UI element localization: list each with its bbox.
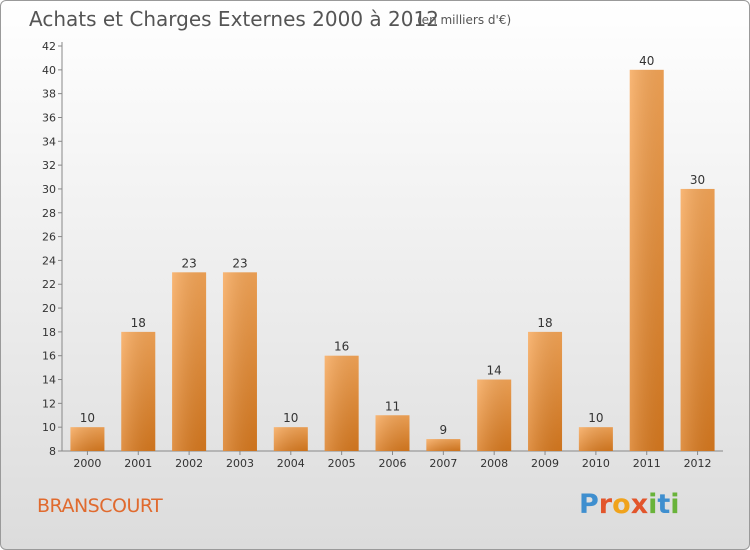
y-tick-label: 36 xyxy=(42,111,56,124)
bar-shade-2001 xyxy=(121,331,156,451)
y-tick-label: 38 xyxy=(42,88,56,101)
y-tick-label: 16 xyxy=(42,350,56,363)
logo-letter: o xyxy=(612,489,631,520)
bar-shade-2004 xyxy=(273,427,308,451)
x-tick-label-2005: 2005 xyxy=(328,457,356,470)
bar-shade-2010 xyxy=(578,427,613,451)
x-tick-label-2012: 2012 xyxy=(684,457,712,470)
y-tick-label: 28 xyxy=(42,207,56,220)
value-label-2012: 30 xyxy=(690,173,705,187)
bar-shade-2012 xyxy=(680,188,715,452)
x-tick-label-2007: 2007 xyxy=(429,457,457,470)
value-label-2011: 40 xyxy=(639,54,654,68)
x-tick-label-2001: 2001 xyxy=(124,457,152,470)
y-tick-label: 34 xyxy=(42,135,56,148)
y-tick-label: 32 xyxy=(42,159,56,172)
bar-shade-2009 xyxy=(528,331,563,451)
y-tick-label: 8 xyxy=(49,445,56,458)
y-tick-label: 10 xyxy=(42,421,56,434)
logo-letter: i xyxy=(648,489,658,520)
y-tick-label: 26 xyxy=(42,231,56,244)
x-tick-label-2003: 2003 xyxy=(226,457,254,470)
bars-layer xyxy=(70,69,715,452)
y-tick-label: 18 xyxy=(42,326,56,339)
y-tick-label: 24 xyxy=(42,254,56,267)
proxiti-logo[interactable]: Proxiti xyxy=(579,489,680,520)
logo-letter: t xyxy=(657,489,671,520)
value-label-2009: 18 xyxy=(537,316,552,330)
x-tick-label-2009: 2009 xyxy=(531,457,559,470)
bar-shade-2002 xyxy=(172,272,207,451)
bar-shade-2005 xyxy=(324,355,359,451)
x-tick-label-2008: 2008 xyxy=(480,457,508,470)
bar-shade-2000 xyxy=(70,427,105,451)
value-label-2002: 23 xyxy=(181,256,196,270)
logo-letter: P xyxy=(579,489,599,520)
y-tick-label: 22 xyxy=(42,278,56,291)
bar-shade-2008 xyxy=(477,379,512,451)
x-tick-label-2004: 2004 xyxy=(277,457,305,470)
logo-letter: r xyxy=(598,489,613,520)
municipality-name: BRANSCOURT xyxy=(37,495,163,517)
y-tick-label: 12 xyxy=(42,397,56,410)
y-tick-label: 20 xyxy=(42,302,56,315)
labels-layer: 10 2000 18 2001 23 2002 23 2003 10 2004 16 2005 11 20… xyxy=(73,54,711,470)
value-label-2000: 10 xyxy=(80,411,95,425)
logo-letter: x xyxy=(630,489,649,520)
value-label-2005: 16 xyxy=(334,340,349,354)
value-label-2010: 10 xyxy=(588,411,603,425)
chart-unit-label: (en milliers d'€) xyxy=(417,13,512,27)
bar-shade-2007 xyxy=(426,439,461,451)
value-label-2004: 10 xyxy=(283,411,298,425)
bar-shade-2003 xyxy=(222,272,257,451)
y-tick-label: 40 xyxy=(42,64,56,77)
bar-shade-2006 xyxy=(375,415,410,451)
bar-shade-2011 xyxy=(629,69,664,451)
value-label-2007: 9 xyxy=(440,423,448,437)
chart-title: Achats et Charges Externes 2000 à 2012 xyxy=(29,7,439,31)
logo-letter: i xyxy=(670,489,680,520)
y-tick-label: 14 xyxy=(42,374,56,387)
value-label-2003: 23 xyxy=(232,256,247,270)
axes-layer: 8 10 12 14 16 18 20 22 24 26 28 30 32 34 36 38 40 42 xyxy=(42,40,723,458)
x-tick-label-2006: 2006 xyxy=(379,457,407,470)
y-tick-label: 42 xyxy=(42,40,56,53)
y-tick-label: 30 xyxy=(42,183,56,196)
value-label-2001: 18 xyxy=(131,316,146,330)
x-tick-label-2002: 2002 xyxy=(175,457,203,470)
x-tick-label-2011: 2011 xyxy=(633,457,661,470)
x-tick-label-2010: 2010 xyxy=(582,457,610,470)
x-tick-label-2000: 2000 xyxy=(73,457,101,470)
value-label-2006: 11 xyxy=(385,399,400,413)
value-label-2008: 14 xyxy=(487,364,502,378)
